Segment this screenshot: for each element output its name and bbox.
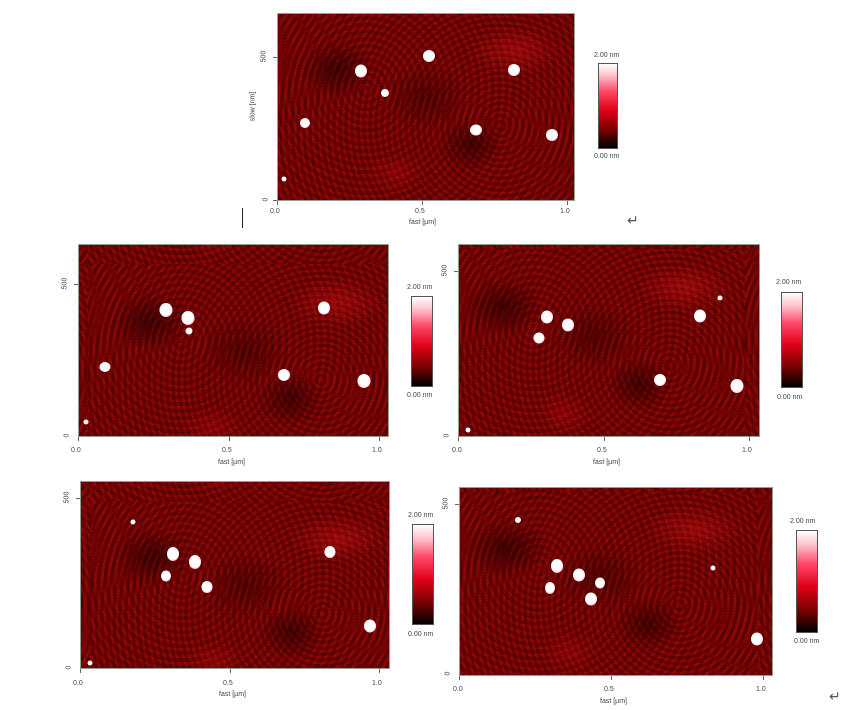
nanoparticle (83, 419, 89, 425)
x-tick-label: 0.0 (73, 680, 83, 687)
y-tick-label: 500 (260, 50, 268, 63)
x-tick-label: 1.0 (742, 447, 752, 454)
nanoparticle (300, 118, 310, 128)
nanoparticle (551, 559, 563, 573)
nanoparticle (87, 660, 93, 666)
y-tick-label: 0 (65, 665, 73, 670)
height-colorbar (411, 296, 433, 387)
y-tick-label: 500 (61, 277, 69, 290)
afm-height-map (277, 13, 575, 201)
paragraph-mark: ↵ (829, 688, 841, 704)
x-tick-label: 1.0 (372, 680, 382, 687)
nanoparticle (585, 592, 597, 606)
y-axis-title: slow [nm] (249, 91, 257, 122)
x-tick-label: 0.5 (597, 447, 607, 454)
afm-height-map (458, 244, 760, 437)
nanoparticle (189, 555, 201, 569)
nanoparticle (717, 295, 723, 301)
colorbar-max-label: 2.00 nm (790, 518, 816, 525)
height-colorbar (412, 524, 434, 625)
nanoparticle (694, 309, 706, 323)
nanoparticle (281, 176, 287, 182)
x-tick-label: 0.0 (71, 447, 81, 454)
nanoparticle (181, 311, 195, 325)
nanoparticle (167, 547, 179, 561)
x-tick-label: 0.0 (453, 686, 463, 693)
colorbar-min-label: 0.00 nm (794, 638, 820, 645)
nanoparticle (130, 519, 136, 525)
nanoparticle (730, 379, 744, 393)
colorbar-min-label: 0.00 nm (407, 392, 433, 399)
colorbar-max-label: 2.00 nm (407, 284, 433, 291)
height-colorbar (598, 63, 618, 149)
x-tick-label: 0.0 (270, 208, 280, 215)
nanoparticle (364, 619, 376, 633)
y-tick-label: 0 (444, 671, 452, 676)
nanoparticle (533, 332, 545, 344)
nanoparticle (318, 301, 330, 315)
nanoparticle (595, 577, 605, 589)
x-axis-title: fast [µm] (593, 459, 620, 466)
y-tick-label: 500 (441, 264, 449, 277)
x-tick-label: 0.5 (223, 680, 233, 687)
nanoparticle (751, 632, 763, 646)
text-cursor (242, 208, 243, 228)
nanoparticle (515, 517, 521, 523)
nanoparticle (470, 124, 482, 136)
nanoparticle (546, 129, 558, 141)
nanoparticle (185, 327, 193, 335)
height-colorbar (781, 292, 803, 388)
nanoparticle (201, 581, 213, 593)
x-axis-title: fast [µm] (600, 698, 627, 705)
nanoparticle (562, 318, 574, 332)
y-tick-label: 0 (443, 433, 451, 438)
nanoparticle (324, 546, 336, 558)
paragraph-mark: ↵ (627, 212, 639, 228)
y-tick-label: 0 (63, 433, 71, 438)
x-axis-title: fast [µm] (219, 691, 246, 698)
afm-height-map (78, 244, 389, 437)
height-colorbar (796, 530, 818, 633)
y-tick-label: 500 (442, 497, 450, 510)
nanoparticle (465, 427, 471, 433)
nanoparticle (710, 565, 716, 571)
nanoparticle (545, 582, 555, 594)
nanoparticle (278, 369, 290, 381)
nanoparticle (357, 374, 371, 388)
nanoparticle (508, 64, 520, 76)
nanoparticle (99, 362, 111, 372)
colorbar-min-label: 0.00 nm (408, 631, 434, 638)
nanoparticle (541, 310, 553, 324)
y-tick-label: 500 (63, 491, 71, 504)
y-tick-label: 0 (262, 197, 270, 202)
nanoparticle (161, 570, 171, 582)
colorbar-min-label: 0.00 nm (594, 153, 620, 160)
x-tick-label: 0.5 (415, 208, 425, 215)
colorbar-max-label: 2.00 nm (594, 52, 620, 59)
nanoparticle (573, 568, 585, 582)
afm-height-map (80, 481, 390, 669)
x-tick-label: 0.5 (604, 686, 614, 693)
x-axis-title: fast [µm] (409, 219, 436, 226)
x-tick-label: 0.5 (222, 447, 232, 454)
nanoparticle (654, 374, 666, 386)
x-tick-label: 1.0 (560, 208, 570, 215)
x-axis-title: fast [µm] (218, 459, 245, 466)
nanoparticle (355, 64, 367, 78)
nanoparticle (381, 89, 389, 97)
colorbar-min-label: 0.00 nm (777, 394, 803, 401)
x-tick-label: 1.0 (756, 686, 766, 693)
colorbar-max-label: 2.00 nm (776, 279, 802, 286)
nanoparticle (159, 303, 173, 317)
nanoparticle (423, 50, 435, 62)
colorbar-max-label: 2.00 nm (408, 512, 434, 519)
afm-height-map (459, 487, 773, 676)
x-tick-label: 0.0 (452, 447, 462, 454)
x-tick-label: 1.0 (372, 447, 382, 454)
